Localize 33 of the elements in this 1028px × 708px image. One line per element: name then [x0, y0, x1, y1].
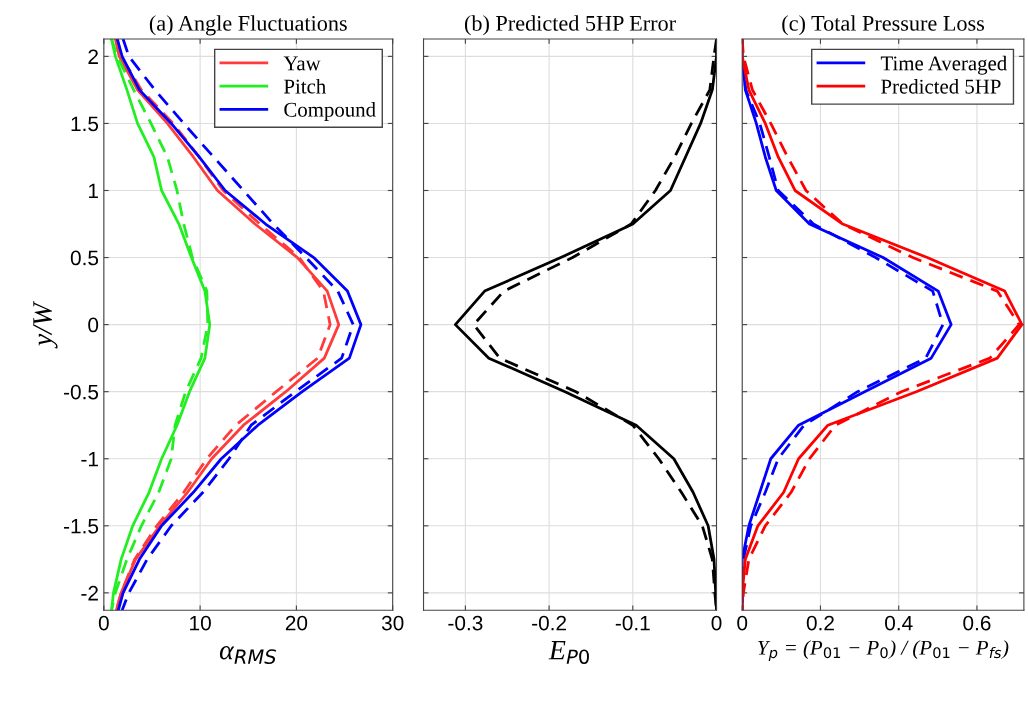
x-tick-label: 20 — [285, 615, 308, 631]
x-axis-title: α$_{RMS}$ — [219, 646, 276, 665]
x-axis-title: E$_{P0}$ — [548, 641, 589, 665]
legend-label: Predicted 5HP — [881, 78, 1001, 94]
x-tick-label: -0.2 — [532, 615, 566, 631]
chart-title: (c) Total Pressure Loss — [782, 15, 985, 36]
x-tick-label: -0.3 — [448, 615, 483, 631]
legend-label: Yaw — [283, 56, 321, 71]
y-tick-label: 1 — [88, 183, 98, 199]
x-tick-label: 30 — [381, 615, 404, 631]
y-tick-label: 0.5 — [70, 250, 99, 266]
chart-title: (b) Predicted 5HP Error — [464, 15, 676, 36]
x-tick-label: 0 — [98, 615, 109, 631]
y-tick-label: 2 — [88, 49, 98, 64]
text: Y$_{p}$ = (P$_{01}$ − P$_{0}$) / (P$_{01}$ − P$_{fs}$) — [758, 640, 1009, 662]
y-tick-label: -2 — [81, 585, 98, 601]
x-tick-label: -0.1 — [615, 615, 650, 631]
x-tick-label: 0 — [711, 615, 722, 631]
y-tick-label: 1.5 — [71, 116, 99, 132]
y-tick-label: -0.5 — [64, 384, 99, 400]
x-tick-label: 0.4 — [885, 615, 913, 631]
x-tick-label: 10 — [190, 615, 211, 631]
y-tick-label: -1.5 — [64, 519, 99, 534]
x-tick-label: 0.2 — [806, 615, 834, 631]
legend-label: Time Averaged — [880, 55, 1007, 75]
chart-title: (a) Angle Fluctuations — [149, 15, 347, 36]
y-tick-label: -1 — [81, 451, 98, 467]
x-tick-label: 0.6 — [963, 615, 991, 631]
x-tick-label: 0 — [737, 615, 748, 631]
y-tick-label: 0 — [88, 317, 99, 333]
legend-label: Compound — [284, 102, 376, 121]
y-axis-title: y/W — [33, 300, 58, 349]
legend-label: Pitch — [284, 78, 326, 94]
